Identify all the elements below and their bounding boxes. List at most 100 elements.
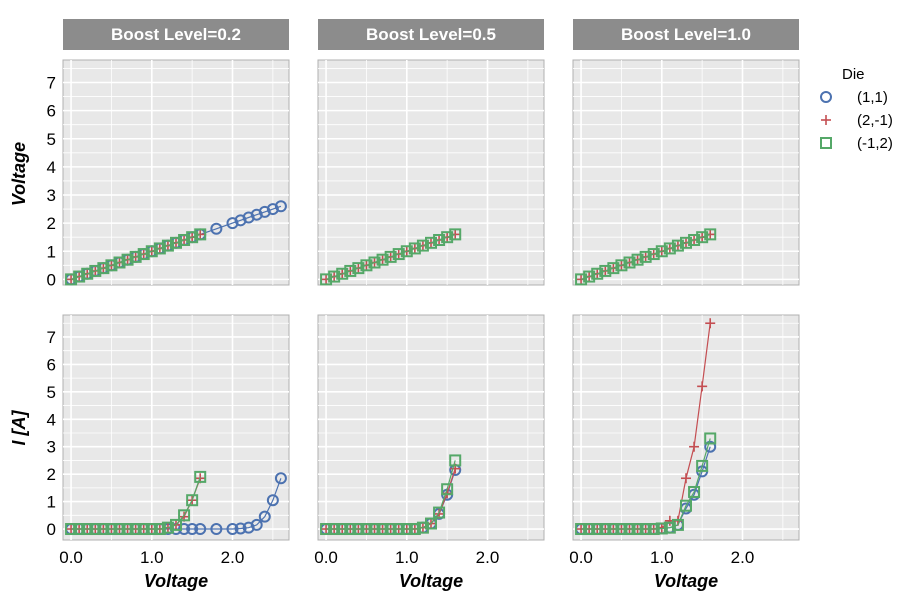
data-point-square	[89, 523, 102, 536]
data-point-square	[368, 523, 381, 536]
x-tick-label: 2.0	[731, 548, 755, 567]
data-point-square	[425, 236, 437, 249]
data-point-square	[137, 523, 150, 536]
data-point-square	[81, 523, 94, 536]
data-point-square	[615, 523, 628, 536]
data-point-plus	[697, 381, 708, 392]
data-point-square	[704, 228, 717, 241]
data-point-circle	[258, 510, 271, 523]
data-point-square	[704, 432, 717, 445]
x-tick-label: 1.0	[140, 548, 164, 567]
panels: 0 1 2 3 4 5 6 7 0 1 2 3 4 5 6 7 0.0 1.0 2.0 0.0 1.0 2.0 0.0 1.0…	[47, 59, 800, 567]
data-point-square	[639, 523, 652, 536]
data-point-square	[178, 234, 191, 246]
y-tick-label: 4	[47, 158, 56, 177]
data-point-circle	[250, 208, 263, 221]
data-point-circle	[234, 522, 247, 535]
series-square	[65, 470, 207, 536]
x-tick-label: 2.0	[221, 548, 245, 567]
series-square	[320, 454, 462, 536]
data-point-square	[607, 262, 620, 275]
data-point-square	[368, 256, 381, 269]
data-point-square	[688, 485, 701, 498]
data-point-square	[671, 239, 684, 252]
data-point-square	[328, 523, 341, 536]
data-point-square	[161, 521, 174, 534]
data-point-square	[129, 250, 142, 263]
series-square	[320, 228, 462, 286]
data-point-square	[680, 499, 692, 512]
panel-r1-c1: 0.0 1.0 2.0	[314, 314, 545, 567]
data-point-square	[449, 454, 462, 467]
data-point-square	[655, 245, 668, 258]
data-point-square	[615, 259, 628, 272]
data-point-square	[408, 242, 421, 255]
series-square	[575, 432, 717, 536]
data-point-square	[696, 459, 709, 472]
strip-label-col-1: Boost Level=0.5	[366, 25, 496, 44]
data-point-square	[392, 248, 405, 261]
data-point-plus	[705, 318, 716, 329]
data-point-square	[65, 273, 78, 286]
data-point-plus	[681, 473, 691, 484]
strip-label-col-2: Boost Level=1.0	[621, 25, 751, 44]
data-point-circle	[210, 523, 223, 536]
data-point-square	[639, 250, 652, 263]
data-point-square	[121, 523, 134, 536]
y-tick-label: 6	[47, 102, 56, 121]
data-point-square	[73, 270, 86, 283]
data-point-square	[170, 518, 182, 531]
row-1-ylabel: I [A]	[9, 410, 29, 446]
series-square	[575, 228, 717, 286]
data-point-square	[671, 518, 684, 531]
data-point-square	[623, 523, 636, 536]
y-tick-label: 3	[47, 186, 56, 205]
data-point-square	[186, 231, 199, 244]
data-point-square	[655, 522, 668, 535]
data-point-square	[680, 236, 692, 249]
data-point-square	[591, 523, 604, 536]
data-point-square	[392, 523, 405, 536]
row-0-ylabel: Voltage	[9, 142, 29, 206]
legend-marker-square	[820, 137, 832, 149]
y-tick-label: 0	[47, 270, 56, 289]
data-point-square	[113, 256, 126, 269]
facet-strips: Boost Level=0.2 Boost Level=0.5 Boost Le…	[63, 19, 799, 50]
panel-r0-c1	[317, 59, 545, 286]
legend-title: Die	[842, 66, 865, 83]
data-point-square	[328, 270, 341, 283]
data-point-square	[384, 523, 397, 536]
panel-r0-c2	[572, 59, 800, 286]
data-point-square	[97, 262, 110, 275]
y-tick-label: 7	[47, 328, 56, 347]
data-point-circle	[186, 523, 199, 536]
data-point-square	[360, 259, 373, 272]
legend-label-1: (2,-1)	[857, 112, 893, 129]
data-point-square	[161, 239, 174, 252]
data-point-plus	[689, 441, 700, 452]
data-point-square	[65, 523, 78, 536]
data-point-circle	[258, 205, 271, 218]
data-point-square	[688, 234, 701, 246]
y-tick-label: 2	[47, 465, 56, 484]
data-point-square	[663, 242, 676, 255]
data-point-circle	[250, 518, 263, 531]
data-point-circle	[274, 472, 287, 485]
legend-marker-plus	[821, 115, 831, 125]
data-point-square	[137, 248, 150, 261]
x-tick-label: 0.0	[569, 548, 593, 567]
data-point-square	[194, 470, 207, 483]
data-point-square	[178, 509, 191, 522]
x-tick-label: 2.0	[476, 548, 500, 567]
data-point-square	[352, 523, 365, 536]
x-tick-label: 0.0	[59, 548, 83, 567]
data-point-circle	[210, 222, 223, 235]
data-point-square	[400, 523, 413, 536]
data-point-square	[433, 234, 446, 246]
data-point-square	[344, 523, 357, 536]
y-tick-label: 5	[47, 383, 56, 402]
data-point-square	[105, 259, 118, 272]
data-point-square	[194, 228, 207, 241]
strip-label-col-0: Boost Level=0.2	[111, 25, 241, 44]
